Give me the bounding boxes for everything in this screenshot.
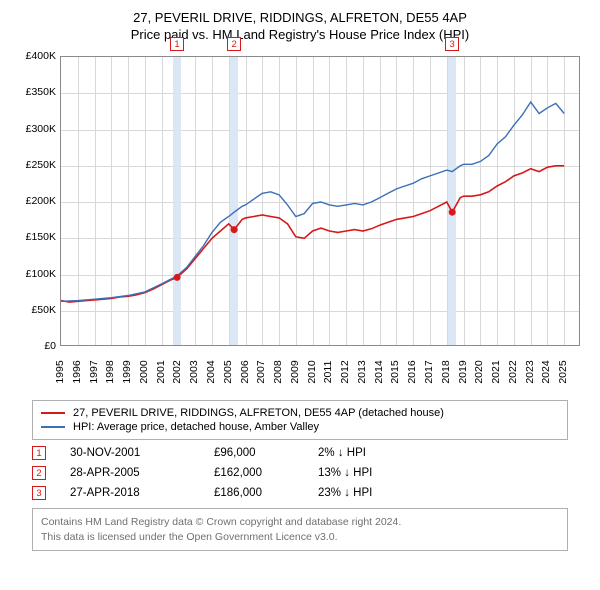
- y-axis-label: £250K: [12, 159, 56, 171]
- transaction-diff: 2% ↓ HPI: [318, 447, 408, 459]
- plot-area: 123: [60, 56, 580, 346]
- x-axis-label: 1999: [121, 360, 133, 383]
- legend-item: 27, PEVERIL DRIVE, RIDDINGS, ALFRETON, D…: [41, 407, 559, 419]
- marker-dot: [449, 209, 456, 216]
- x-axis-label: 2020: [473, 360, 485, 383]
- x-axis-label: 2001: [155, 360, 167, 383]
- y-axis-label: £400K: [12, 50, 56, 62]
- chart-subtitle: Price paid vs. HM Land Registry's House …: [12, 27, 588, 42]
- x-axis-label: 1996: [71, 360, 83, 383]
- legend-label: HPI: Average price, detached house, Ambe…: [73, 421, 319, 433]
- x-axis-label: 2005: [222, 360, 234, 383]
- x-axis-label: 2010: [306, 360, 318, 383]
- footer-line-1: Contains HM Land Registry data © Crown c…: [41, 515, 559, 530]
- x-axis-label: 2011: [322, 361, 334, 384]
- transaction-row: 1 30-NOV-2001 £96,000 2% ↓ HPI: [32, 446, 568, 460]
- x-axis-label: 2017: [423, 360, 435, 383]
- x-axis-label: 1995: [54, 360, 66, 383]
- x-axis-label: 1998: [104, 360, 116, 383]
- marker-dot: [231, 226, 238, 233]
- footer-attribution: Contains HM Land Registry data © Crown c…: [32, 508, 568, 551]
- chart-area: 123 £0 £50K £100K £150K £200K £250K £300K £350K…: [12, 52, 588, 392]
- y-axis-label: £100K: [12, 268, 56, 280]
- x-axis-label: 2009: [289, 360, 301, 383]
- x-axis-label: 2013: [356, 360, 368, 383]
- transaction-marker: 3: [32, 486, 46, 500]
- footer-line-2: This data is licensed under the Open Gov…: [41, 530, 559, 545]
- x-axis-label: 2018: [440, 360, 452, 383]
- x-axis-label: 2016: [406, 360, 418, 383]
- legend-swatch: [41, 412, 65, 414]
- transaction-marker: 2: [32, 466, 46, 480]
- transaction-date: 27-APR-2018: [70, 487, 190, 499]
- y-axis-label: £300K: [12, 123, 56, 135]
- marker-dot: [174, 274, 181, 281]
- x-axis-label: 2003: [188, 360, 200, 383]
- y-axis-label: £0: [12, 340, 56, 352]
- transaction-price: £162,000: [214, 467, 294, 479]
- x-axis-label: 2002: [171, 360, 183, 383]
- transaction-row: 3 27-APR-2018 £186,000 23% ↓ HPI: [32, 486, 568, 500]
- marker-label: 1: [170, 37, 184, 51]
- x-axis-label: 2012: [339, 360, 351, 383]
- x-axis-label: 2006: [239, 360, 251, 383]
- x-axis-label: 2004: [205, 360, 217, 383]
- x-axis-label: 2000: [138, 360, 150, 383]
- x-axis-label: 1997: [88, 360, 100, 383]
- chart-title: 27, PEVERIL DRIVE, RIDDINGS, ALFRETON, D…: [12, 10, 588, 25]
- x-axis-label: 2014: [373, 360, 385, 383]
- line-chart-svg: [61, 57, 581, 347]
- x-axis-label: 2022: [507, 360, 519, 383]
- transaction-price: £96,000: [214, 447, 294, 459]
- legend: 27, PEVERIL DRIVE, RIDDINGS, ALFRETON, D…: [32, 400, 568, 440]
- transaction-date: 30-NOV-2001: [70, 447, 190, 459]
- marker-label: 2: [227, 37, 241, 51]
- transaction-table: 1 30-NOV-2001 £96,000 2% ↓ HPI 2 28-APR-2005 £…: [32, 446, 568, 500]
- transaction-diff: 23% ↓ HPI: [318, 487, 408, 499]
- y-axis-label: £150K: [12, 231, 56, 243]
- series-hpi: [61, 102, 564, 301]
- x-axis-label: 2025: [557, 360, 569, 383]
- chart-container: 27, PEVERIL DRIVE, RIDDINGS, ALFRETON, D…: [0, 0, 600, 567]
- x-axis-label: 2021: [490, 360, 502, 383]
- x-axis-label: 2019: [457, 360, 469, 383]
- y-axis-label: £350K: [12, 86, 56, 98]
- legend-swatch: [41, 426, 65, 428]
- x-axis-label: 2023: [524, 360, 536, 383]
- legend-item: HPI: Average price, detached house, Ambe…: [41, 421, 559, 433]
- transaction-row: 2 28-APR-2005 £162,000 13% ↓ HPI: [32, 466, 568, 480]
- marker-label: 3: [445, 37, 459, 51]
- transaction-marker: 1: [32, 446, 46, 460]
- x-axis-label: 2024: [540, 360, 552, 383]
- transaction-price: £186,000: [214, 487, 294, 499]
- y-axis-label: £50K: [12, 304, 56, 316]
- x-axis-label: 2008: [272, 360, 284, 383]
- legend-label: 27, PEVERIL DRIVE, RIDDINGS, ALFRETON, D…: [73, 407, 444, 419]
- transaction-date: 28-APR-2005: [70, 467, 190, 479]
- y-axis-label: £200K: [12, 195, 56, 207]
- series-price_paid: [61, 166, 564, 302]
- transaction-diff: 13% ↓ HPI: [318, 467, 408, 479]
- x-axis-label: 2007: [255, 360, 267, 383]
- x-axis-label: 2015: [389, 360, 401, 383]
